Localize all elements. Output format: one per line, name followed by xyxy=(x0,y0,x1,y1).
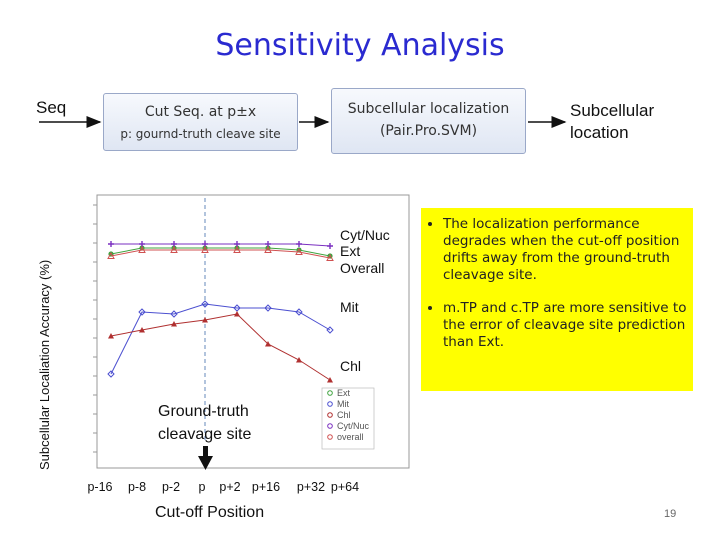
output-line2: location xyxy=(570,123,629,142)
data-point xyxy=(201,245,209,253)
data-point xyxy=(326,253,334,261)
series-line xyxy=(110,313,331,381)
x-tick-label: p-2 xyxy=(162,480,180,494)
legend-marker xyxy=(327,423,333,429)
series-line xyxy=(110,247,331,257)
findings-box: The localization performance degrades wh… xyxy=(421,208,693,391)
seq-label: Seq xyxy=(36,98,67,117)
data-point xyxy=(170,245,178,253)
ground-truth-annotation-line1: Ground-truth xyxy=(158,403,249,420)
localization-title: Subcellular localization xyxy=(347,101,510,117)
finding-2: m.TP and c.TP are more sensitive to the … xyxy=(443,300,693,351)
x-tick-label: p+2 xyxy=(219,480,240,494)
slide-title: Sensitivity Analysis xyxy=(215,28,505,63)
series-end-label: Chl xyxy=(340,358,361,374)
data-point xyxy=(170,310,178,318)
series-line xyxy=(110,303,331,375)
legend-marker xyxy=(327,390,333,396)
ground-truth-annotation-line2: cleavage site xyxy=(158,426,251,443)
data-point xyxy=(108,241,114,247)
legend-entry: Chl xyxy=(337,410,351,420)
data-point xyxy=(295,308,303,316)
legend-entry: Cyt/Nuc xyxy=(337,421,370,431)
legend-marker xyxy=(327,434,333,440)
page-number: 19 xyxy=(664,508,677,520)
x-tick-label: p-8 xyxy=(128,480,146,494)
data-point xyxy=(327,243,333,249)
series-end-label: Ext xyxy=(340,243,360,259)
flow-arrows xyxy=(39,116,567,128)
series-end-label: Mit xyxy=(340,299,359,315)
localization-box: Subcellular localization (Pair.Pro.SVM) xyxy=(331,88,526,154)
series-line xyxy=(110,249,331,259)
legend-marker xyxy=(327,401,333,407)
data-point xyxy=(234,311,240,317)
x-tick-label: p+16 xyxy=(252,480,280,494)
series-layer xyxy=(107,241,334,383)
series-chl xyxy=(108,311,333,383)
data-point xyxy=(295,247,303,255)
data-point xyxy=(201,300,209,308)
cut-sequence-box: Cut Seq. at p±x p: gournd-truth cleave s… xyxy=(103,93,298,151)
data-point xyxy=(202,317,208,323)
series-end-label: Cyt/Nuc xyxy=(340,227,390,243)
data-point xyxy=(138,245,146,253)
localization-method: (Pair.Pro.SVM) xyxy=(379,123,478,139)
data-point xyxy=(326,326,334,334)
data-point xyxy=(138,308,146,316)
x-axis-label: Cut-off Position xyxy=(155,504,265,521)
data-point xyxy=(264,304,272,312)
series-end-label: Overall xyxy=(340,260,384,276)
data-point xyxy=(107,370,115,378)
series-line xyxy=(111,243,331,247)
y-ticks xyxy=(93,204,97,453)
data-point xyxy=(139,327,145,333)
legend-marker xyxy=(327,412,333,418)
legend-entry: Mit xyxy=(337,399,349,409)
data-point xyxy=(107,251,115,259)
x-tick-labels: p-16 p-8 p-2 p p+2 p+16 p+32 p+64 xyxy=(87,480,359,494)
series-overall xyxy=(107,245,334,261)
x-tick-label: p+64 xyxy=(331,480,359,494)
finding-1: The localization performance degrades wh… xyxy=(443,216,693,284)
cut-sequence-title: Cut Seq. at p±x xyxy=(144,104,257,120)
legend-entry: Ext xyxy=(337,388,351,398)
data-point xyxy=(296,357,302,363)
data-point xyxy=(108,333,114,339)
data-point xyxy=(171,321,177,327)
output-label: Subcellular location xyxy=(570,100,654,144)
data-point xyxy=(296,241,302,247)
data-point xyxy=(264,245,272,253)
ground-truth-arrow xyxy=(198,446,213,470)
x-tick-label: p xyxy=(199,480,206,494)
legend-entry: overall xyxy=(337,432,364,442)
x-tick-label: p+32 xyxy=(297,480,325,494)
data-point xyxy=(233,245,241,253)
data-point xyxy=(265,341,271,347)
cut-sequence-subtitle: p: gournd-truth cleave site xyxy=(120,127,281,141)
x-tick-label: p-16 xyxy=(87,480,112,494)
output-line1: Subcellular xyxy=(570,101,655,120)
data-point xyxy=(327,377,333,383)
